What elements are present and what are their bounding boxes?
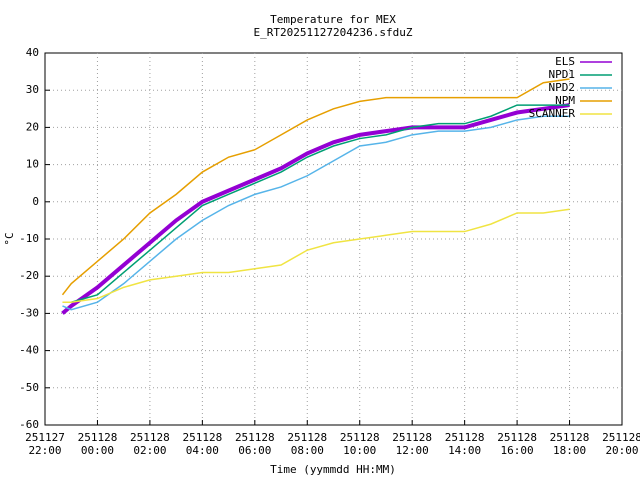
y-tick-label: -40 — [19, 344, 39, 357]
y-tick-label: 0 — [32, 195, 39, 208]
x-tick-label: 251128 — [497, 431, 537, 444]
y-tick-label: -20 — [19, 269, 39, 282]
legend-label: NPD2 — [549, 81, 576, 94]
series-line — [62, 115, 570, 311]
x-tick-label: 251128 — [445, 431, 485, 444]
legend-label: SCANNER — [529, 107, 576, 120]
x-tick-label: 02:00 — [133, 444, 166, 457]
x-tick-label: 251128 — [602, 431, 640, 444]
y-tick-label: 20 — [26, 120, 39, 133]
x-tick-label: 251127 — [25, 431, 65, 444]
y-tick-label: 40 — [26, 46, 39, 59]
chart-title: Temperature for MEX — [270, 13, 396, 26]
x-tick-label: 16:00 — [501, 444, 534, 457]
y-tick-label: -60 — [19, 418, 39, 431]
x-tick-label: 251128 — [392, 431, 432, 444]
x-tick-label: 251128 — [182, 431, 222, 444]
x-tick-label: 14:00 — [448, 444, 481, 457]
x-tick-label: 08:00 — [291, 444, 324, 457]
y-tick-label: 30 — [26, 83, 39, 96]
y-tick-label: 10 — [26, 158, 39, 171]
x-tick-label: 18:00 — [553, 444, 586, 457]
x-tick-label: 251128 — [130, 431, 170, 444]
series-line — [61, 78, 570, 296]
x-tick-label: 20:00 — [605, 444, 638, 457]
y-axis-label: °C — [3, 232, 16, 245]
y-tick-label: -10 — [19, 232, 39, 245]
x-tick-label: 251128 — [287, 431, 327, 444]
x-tick-label: 22:00 — [28, 444, 61, 457]
y-tick-label: -30 — [19, 306, 39, 319]
x-tick-label: 10:00 — [343, 444, 376, 457]
legend-label: NPD1 — [549, 68, 576, 81]
x-tick-label: 06:00 — [238, 444, 271, 457]
x-tick-label: 251128 — [550, 431, 590, 444]
x-tick-label: 251128 — [78, 431, 118, 444]
x-axis-label: Time (yymmdd HH:MM) — [270, 463, 396, 476]
series-line — [62, 208, 570, 303]
x-tick-label: 04:00 — [186, 444, 219, 457]
x-tick-label: 251128 — [235, 431, 275, 444]
legend-label: ELS — [555, 55, 575, 68]
legend-label: NPM — [555, 94, 575, 107]
x-tick-label: 00:00 — [81, 444, 114, 457]
series-line — [61, 103, 570, 315]
series-line — [62, 104, 570, 303]
x-tick-label: 12:00 — [396, 444, 429, 457]
y-tick-label: -50 — [19, 381, 39, 394]
x-tick-label: 251128 — [340, 431, 380, 444]
chart-subtitle: E_RT20251127204236.sfduZ — [254, 26, 413, 39]
